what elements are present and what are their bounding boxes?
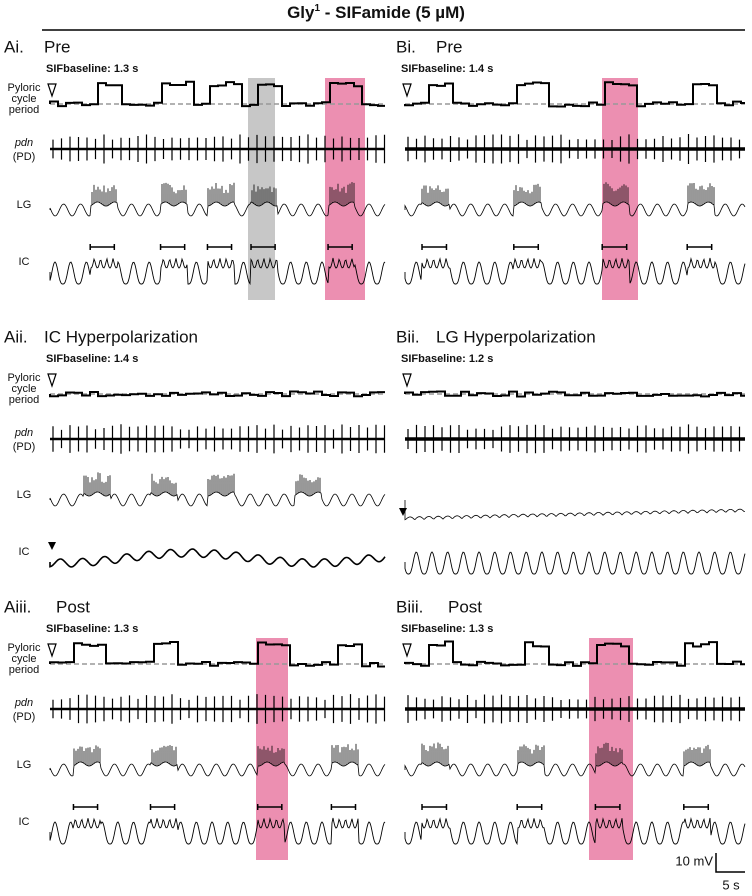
lg-trace	[404, 500, 746, 521]
ic-trace	[404, 817, 746, 846]
row-label: (PD)	[13, 711, 36, 723]
figure-title: Gly1 - SIFamide (5 µM)	[287, 3, 465, 23]
panel: Bi. Pre SIFbaseline: 1.4 s	[396, 37, 746, 300]
lg-trace	[404, 742, 746, 777]
start-marker	[402, 83, 412, 98]
title-rest: - SIFamide (5 µM)	[320, 3, 465, 22]
ic-trace	[404, 551, 746, 575]
ic-trace	[49, 817, 386, 845]
burst-bracket	[516, 804, 543, 810]
panel-title: Pre	[44, 37, 70, 56]
lg-trace	[49, 743, 386, 777]
burst-bracket	[159, 244, 186, 250]
panel-title: IC Hyperpolarization	[44, 327, 198, 346]
panel-label: Ai.	[4, 37, 24, 56]
ic-trace	[404, 257, 746, 285]
panel-label: Bii.	[396, 327, 420, 346]
baseline-label: SIFbaseline: 1.2 s	[401, 353, 493, 365]
panel-title: LG Hyperpolarization	[436, 327, 596, 346]
panel-label: Aiii.	[4, 597, 31, 616]
row-label: cycle	[11, 93, 36, 105]
pyloric-trace	[404, 81, 745, 108]
burst-bracket	[683, 804, 710, 810]
row-label: IC	[19, 816, 30, 828]
panel-label: Biii.	[396, 597, 423, 616]
scale-bar: 10 mV 5 s	[675, 853, 745, 892]
lg-trace	[49, 472, 386, 507]
panel-title: Post	[56, 597, 90, 616]
panel-title: Pre	[436, 37, 462, 56]
burst-bracket	[327, 244, 353, 250]
scale-time: 5 s	[722, 877, 740, 892]
pyloric-trace	[404, 390, 745, 398]
row-label: period	[9, 664, 40, 676]
panel: Ai. Pre SIFbaseline: 1.3 s Pyloriccycleperi…	[4, 37, 386, 300]
burst-bracket	[601, 244, 628, 250]
title-sup: 1	[314, 3, 320, 14]
baseline-label: SIFbaseline: 1.4 s	[401, 63, 493, 75]
burst-bracket	[421, 804, 448, 810]
row-label: pdn	[14, 697, 33, 709]
burst-bracket	[686, 244, 713, 250]
burst-bracket	[513, 244, 540, 250]
baseline-label: SIFbaseline: 1.3 s	[401, 623, 493, 635]
title-main: Gly	[287, 3, 315, 22]
row-label: IC	[19, 546, 30, 558]
row-label: Pyloric	[7, 642, 41, 654]
row-label: cycle	[11, 653, 36, 665]
lg-trace	[404, 182, 746, 217]
burst-bracket	[256, 804, 283, 810]
row-label: Pyloric	[7, 372, 41, 384]
burst-bracket	[330, 804, 357, 810]
baseline-label: SIFbaseline: 1.3 s	[46, 63, 138, 75]
pyloric-trace	[49, 80, 385, 108]
scale-voltage: 10 mV	[675, 853, 713, 868]
row-label: pdn	[14, 427, 33, 439]
start-marker	[402, 643, 412, 658]
burst-bracket	[89, 244, 116, 250]
row-label: (PD)	[13, 441, 36, 453]
panel-label: Aii.	[4, 327, 28, 346]
ic-trace	[49, 548, 386, 568]
ic-trace	[49, 257, 386, 286]
row-label: pdn	[14, 137, 33, 149]
burst-bracket	[206, 244, 233, 250]
start-marker	[47, 83, 57, 98]
row-label: LG	[17, 489, 32, 501]
row-label: (PD)	[13, 151, 36, 163]
row-label: cycle	[11, 383, 36, 395]
pyloric-trace	[49, 390, 385, 398]
burst-bracket	[72, 804, 99, 810]
pyloric-trace	[404, 640, 745, 667]
lg-trace	[49, 182, 386, 217]
baseline-label: SIFbaseline: 1.4 s	[46, 353, 138, 365]
row-label: LG	[17, 199, 32, 211]
row-label: LG	[17, 759, 32, 771]
burst-bracket	[149, 804, 176, 810]
row-label: IC	[19, 256, 30, 268]
panel: Biii. Post SIFbaseline: 1.3 s	[396, 597, 746, 860]
baseline-label: SIFbaseline: 1.3 s	[46, 623, 138, 635]
start-marker	[47, 373, 57, 388]
hyperpol-marker	[48, 542, 56, 550]
panel: Aii. IC Hyperpolarization SIFbaseline: 1.4…	[4, 327, 386, 568]
pyloric-trace	[49, 641, 385, 668]
start-marker	[47, 643, 57, 658]
row-label: period	[9, 394, 40, 406]
hyperpol-marker	[399, 508, 407, 516]
panel: Bii. LG Hyperpolarization SIFbaseline: 1.2…	[396, 327, 746, 575]
row-label: Pyloric	[7, 82, 41, 94]
burst-bracket	[421, 244, 448, 250]
row-label: period	[9, 104, 40, 116]
panel-label: Bi.	[396, 37, 416, 56]
start-marker	[402, 373, 412, 388]
scale-bar-lines	[715, 853, 745, 873]
burst-bracket	[250, 244, 276, 250]
burst-bracket	[594, 804, 621, 810]
panel-title: Post	[448, 597, 482, 616]
